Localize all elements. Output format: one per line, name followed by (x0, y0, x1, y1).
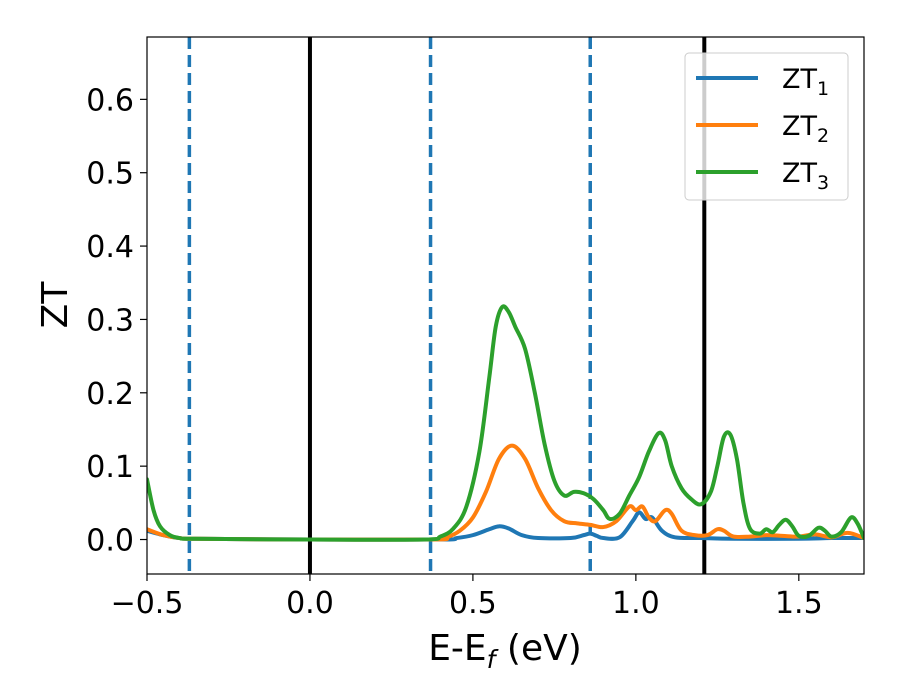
x-tick-label: 1.0 (612, 586, 660, 621)
x-axis-ticks: −0.5 0.0 0.5 1.0 1.5 (111, 574, 823, 621)
legend-label-zt3: ZT3 (782, 158, 829, 194)
y-tick-label: 0.1 (86, 450, 134, 485)
legend-label-zt2: ZT2 (782, 111, 829, 147)
x-tick-label: 0.5 (449, 586, 497, 621)
y-axis-ticks: 0.0 0.1 0.2 0.3 0.4 0.5 0.6 (86, 83, 147, 559)
y-tick-label: 0.4 (86, 230, 134, 265)
x-axis-label: E-Ef (eV) (428, 628, 582, 674)
legend-label-zt1: ZT1 (782, 64, 829, 100)
y-tick-label: 0.2 (86, 377, 134, 412)
series-layer (147, 304, 864, 542)
y-tick-label: 0.3 (86, 303, 134, 338)
x-tick-label: 0.0 (286, 586, 334, 621)
x-tick-label: −0.5 (111, 586, 184, 621)
legend-items: ZT1 ZT2 ZT3 (696, 64, 829, 194)
series-line-zt2 (147, 443, 864, 542)
legend-box (684, 52, 849, 201)
x-tick-label: 1.5 (775, 586, 823, 621)
y-tick-label: 0.6 (86, 83, 134, 118)
legend: ZT1 ZT2 ZT3 (684, 52, 849, 201)
y-axis-label: ZT (35, 281, 76, 329)
y-tick-label: 0.0 (86, 524, 134, 559)
series-line-zt3 (147, 304, 864, 542)
y-tick-label: 0.5 (86, 157, 134, 192)
plot-frame (146, 36, 865, 575)
x-axis-label-unit: (eV) (495, 628, 581, 669)
